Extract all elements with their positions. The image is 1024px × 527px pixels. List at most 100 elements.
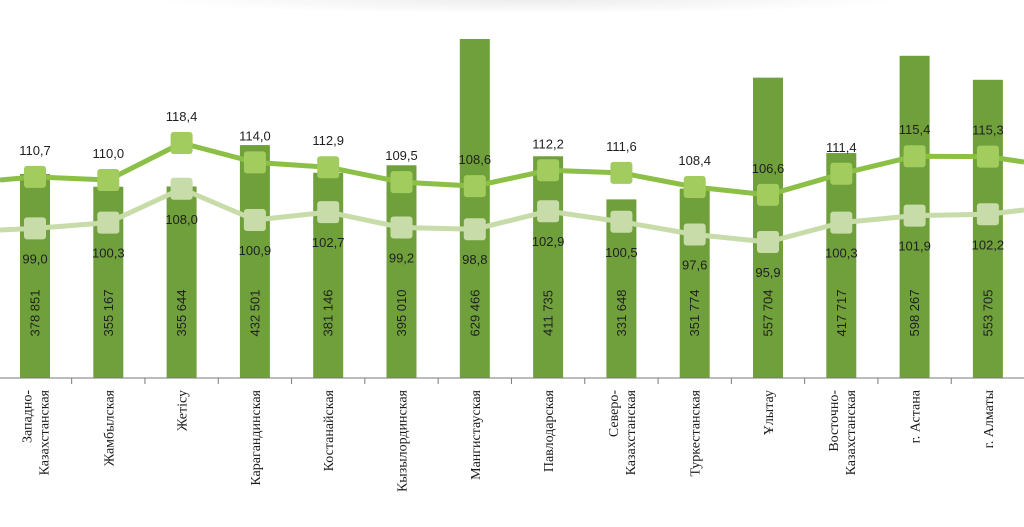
category-label: г. Астана xyxy=(909,389,924,443)
category-label: Павлодарская xyxy=(542,389,557,472)
dark-series-marker xyxy=(390,171,413,194)
bar-value-label: 331 648 xyxy=(614,290,629,337)
category-label-line: Кызылординская xyxy=(396,389,411,492)
light-series-marker xyxy=(976,203,999,226)
line-value-label: 108,4 xyxy=(678,153,711,168)
line-value-label: 106,6 xyxy=(752,161,785,176)
line-value-label: 100,3 xyxy=(825,246,858,261)
dark-series-marker xyxy=(170,132,193,154)
bar xyxy=(533,156,564,378)
line-value-label: 111,4 xyxy=(826,140,857,155)
light-series-marker xyxy=(610,210,633,233)
category-label-line: Восточно- xyxy=(827,390,842,452)
light-series-marker xyxy=(757,231,779,253)
bar xyxy=(239,145,270,378)
light-series-line xyxy=(0,186,1024,245)
dark-series-marker xyxy=(463,175,486,198)
bar xyxy=(679,188,710,378)
category-label: Ұлытау xyxy=(762,390,777,435)
light-series-marker xyxy=(170,177,193,200)
dark-series-marker xyxy=(537,159,560,182)
category-label-line: Мангистауская xyxy=(469,389,484,479)
line-value-label: 114,0 xyxy=(239,128,271,143)
category-label-line: г. Астана xyxy=(909,389,924,443)
line-value-label: 110,7 xyxy=(19,143,51,158)
light-series-marker xyxy=(97,211,120,234)
category-label: Восточно- Казахстанская xyxy=(827,389,859,475)
bar-value-label: 355 644 xyxy=(174,290,189,337)
line-value-label: 109,5 xyxy=(385,148,418,163)
line-value-label: 112,9 xyxy=(312,133,344,148)
category-label: Туркестанская xyxy=(689,389,704,476)
category-label-line: Северо- xyxy=(607,390,622,437)
line-value-label: 98,8 xyxy=(462,252,487,267)
category-label-line: Казахстанская xyxy=(844,389,859,475)
category-label-line: Казахстанская xyxy=(38,389,53,475)
category-label-line: г. Алматы xyxy=(982,389,997,448)
line-value-label: 102,2 xyxy=(972,237,1005,252)
dark-series-marker xyxy=(683,176,706,198)
category-label-line: Ұлытау xyxy=(762,390,777,435)
bar-value-label: 351 774 xyxy=(687,290,702,337)
bar-value-label: 381 146 xyxy=(321,290,336,337)
category-label-line: Жамбылская xyxy=(102,389,117,466)
line-value-label: 102,9 xyxy=(532,234,565,249)
dark-series-marker xyxy=(243,151,266,174)
dark-series-marker xyxy=(976,145,999,168)
light-series-marker xyxy=(463,218,486,241)
dark-series-marker xyxy=(317,156,340,179)
line-value-label: 100,5 xyxy=(605,245,638,260)
light-series-marker xyxy=(24,217,46,240)
dark-series-marker xyxy=(903,145,926,168)
dark-series-marker xyxy=(97,168,120,191)
line-value-label: 99,2 xyxy=(389,250,414,265)
dark-series-marker xyxy=(24,165,46,188)
line-value-label: 115,3 xyxy=(972,123,1004,138)
bar-value-label: 629 466 xyxy=(467,290,482,337)
bar-value-label: 553 705 xyxy=(980,290,995,337)
line-value-label: 108,0 xyxy=(165,212,198,227)
category-label: Жамбылская xyxy=(102,389,117,466)
bar xyxy=(972,79,1003,379)
line-value-label: 115,4 xyxy=(899,122,931,137)
category-label-line: Костанайская xyxy=(322,389,337,471)
bar xyxy=(753,77,783,378)
line-value-label: 102,7 xyxy=(312,235,345,250)
line-value-label: 112,2 xyxy=(532,136,564,151)
bar-value-label: 417 717 xyxy=(834,290,849,337)
light-series-marker xyxy=(830,211,853,234)
category-label-line: Павлодарская xyxy=(542,389,557,472)
category-label: Западно- Казахстанская xyxy=(21,389,53,475)
category-label: Северо- Казахстанская xyxy=(607,389,639,475)
bar xyxy=(386,165,417,378)
bar xyxy=(20,173,50,378)
category-label-line: Казахстанская xyxy=(624,389,639,475)
light-series-marker xyxy=(243,209,266,231)
dark-series-line xyxy=(0,140,1024,198)
light-series-marker xyxy=(903,204,926,227)
bar-value-label: 557 704 xyxy=(761,290,776,337)
category-label: Кызылординская xyxy=(396,389,411,492)
line-value-label: 118,4 xyxy=(166,109,198,124)
line-value-label: 99,0 xyxy=(22,251,47,266)
category-label-line: Туркестанская xyxy=(689,389,704,476)
dark-series-marker xyxy=(757,183,779,206)
bar-value-label: 378 851 xyxy=(28,290,43,337)
line-value-label: 97,6 xyxy=(682,258,707,273)
line-value-label: 111,6 xyxy=(606,139,637,154)
bar-value-label: 355 167 xyxy=(101,290,116,337)
line-value-label: 101,9 xyxy=(898,239,931,254)
bar-value-label: 411 735 xyxy=(541,290,556,336)
category-label: Карагандинская xyxy=(249,389,264,485)
category-label-line: Карагандинская xyxy=(249,389,264,485)
bar-value-label: 395 010 xyxy=(394,290,409,337)
line-value-label: 95,9 xyxy=(755,265,780,280)
dark-series-marker xyxy=(830,162,853,185)
dark-series-marker xyxy=(610,161,633,184)
bar-value-label: 598 267 xyxy=(907,290,922,337)
category-label-line: Жетісу xyxy=(176,390,191,431)
bar xyxy=(826,153,857,378)
top-shadow xyxy=(150,0,910,14)
category-label: Костанайская xyxy=(322,389,337,471)
